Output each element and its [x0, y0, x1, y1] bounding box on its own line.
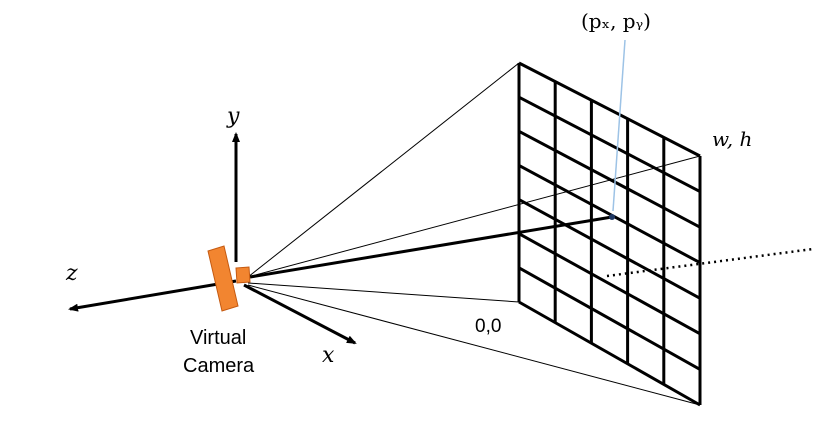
frustum-lines	[247, 62, 701, 406]
pixel-ray	[249, 215, 613, 279]
frustum-line-bottom-right	[247, 284, 701, 406]
grid-horizontal-line	[518, 232, 701, 336]
camera-label-line2: Camera	[183, 355, 255, 377]
y-axis-label: y	[226, 104, 240, 129]
pixel-label: (pₓ, pᵧ)	[581, 9, 651, 33]
grid-horizontal-line	[518, 198, 701, 300]
pixel-pointer-line	[612, 39, 626, 212]
corner-label-w-h: w, h	[712, 127, 752, 151]
image-plane-grid	[517, 61, 702, 407]
camera-label-line1: Virtual	[190, 327, 246, 349]
x-axis	[243, 283, 357, 345]
camera-lens	[235, 266, 251, 284]
grid-horizontal-line	[518, 95, 701, 193]
camera-icon	[207, 245, 251, 312]
frustum-line-top-right	[247, 155, 701, 278]
z-axis-label: z	[65, 261, 78, 286]
grid-horizontal-line	[518, 129, 701, 229]
camera-body	[207, 245, 239, 312]
z-axis	[68, 279, 237, 312]
origin-label: 0,0	[475, 316, 501, 337]
principal-ray-dotted	[606, 247, 814, 278]
frustum-line-top-left	[247, 62, 520, 278]
pixel-point	[609, 214, 615, 220]
x-axis-label: x	[322, 343, 335, 368]
frustum-line-bottom-left	[247, 282, 520, 303]
grid-horizontal-line	[518, 61, 701, 158]
grid-horizontal-line	[518, 266, 701, 371]
grid-horizontal-line	[518, 164, 701, 265]
grid-horizontal-line	[518, 300, 701, 407]
